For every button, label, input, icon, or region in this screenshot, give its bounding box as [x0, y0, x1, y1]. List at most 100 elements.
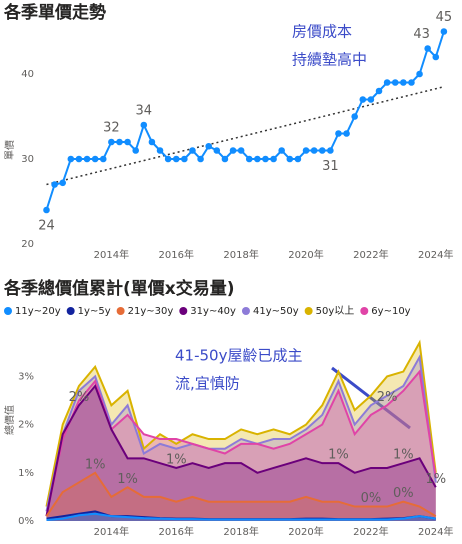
y-tick-label: 1%: [18, 468, 34, 479]
annotation: 持續墊高中: [292, 51, 367, 69]
legend-label: 6y~10y: [371, 306, 410, 317]
area-line: [45, 353, 437, 512]
point: [213, 147, 221, 154]
data-label: 43: [413, 27, 430, 42]
x-tick-label: 2022年: [353, 248, 388, 261]
x-tick-label: 2016年: [159, 525, 194, 538]
legend-label: 31y~40y: [190, 306, 236, 317]
legend-label: 21y~30y: [128, 306, 174, 317]
area-line: [46, 512, 436, 522]
y-axis-label: 總價值: [3, 405, 16, 435]
point: [189, 147, 196, 154]
data-label: 1%: [117, 472, 138, 487]
point: [43, 206, 50, 214]
data-label: 2%: [377, 390, 398, 405]
annotation: 房價成本: [292, 23, 352, 41]
x-tick-label: 2024年: [418, 525, 453, 538]
y-tick-label: 3%: [18, 371, 34, 382]
point: [302, 147, 310, 154]
point: [99, 155, 107, 163]
area-fill: [46, 472, 436, 521]
point: [310, 147, 318, 154]
point: [83, 155, 91, 163]
point: [424, 45, 431, 52]
data-label: 45: [436, 10, 453, 25]
y-tick-label: 40: [21, 69, 34, 80]
data-label: 1%: [328, 448, 349, 463]
area-line: [45, 339, 437, 507]
x-tick-label: 2020年: [288, 525, 323, 538]
chart-title: 各季單價走勢: [3, 2, 106, 23]
point: [262, 155, 269, 163]
point: [335, 130, 342, 137]
point: [432, 53, 440, 61]
y-tick-label: 20: [21, 239, 34, 250]
arrow-line: [331, 366, 411, 430]
x-tick-label: 2024年: [418, 248, 453, 261]
x-tick-label: 2018年: [223, 248, 258, 261]
x-tick-label: 2018年: [223, 525, 258, 538]
point: [294, 155, 302, 163]
point: [75, 155, 83, 163]
point: [375, 87, 383, 95]
area-fill: [46, 342, 436, 521]
area-fill: [46, 513, 436, 521]
data-label: 1%: [85, 457, 106, 472]
x-tick-label: 2014年: [94, 525, 129, 538]
point: [440, 28, 448, 35]
legend-label: 11y~20y: [15, 306, 61, 317]
point: [164, 155, 172, 163]
legend-marker: [4, 307, 12, 315]
legend-label: 1y~5y: [78, 306, 111, 317]
point: [91, 155, 99, 163]
legend-marker: [116, 307, 125, 315]
data-label: 2%: [69, 390, 90, 405]
annotation: 流,宜慎防: [175, 375, 240, 393]
point: [116, 138, 123, 146]
point: [270, 155, 277, 163]
point: [254, 155, 261, 163]
point: [286, 155, 294, 163]
area-line: [45, 471, 437, 518]
annotation: 41-50y屋齡已成主: [175, 347, 302, 365]
data-label: 0%: [393, 486, 414, 501]
areas: [45, 339, 437, 522]
data-label: 24: [38, 219, 55, 234]
data-label: 1%: [425, 472, 446, 487]
legend-label: 41y~50y: [253, 306, 299, 317]
point: [156, 147, 164, 154]
data-label: 0%: [361, 491, 382, 506]
legend-marker: [66, 307, 75, 315]
legend-label: 50y以上: [316, 305, 355, 317]
legend-marker: [179, 307, 188, 315]
point: [400, 79, 407, 86]
point: [51, 181, 58, 188]
point: [221, 155, 229, 163]
x-tick-label: 2016年: [159, 248, 194, 261]
data-label: 34: [136, 104, 153, 119]
point: [237, 147, 245, 154]
data-label: 1%: [166, 452, 187, 467]
point: [181, 155, 188, 163]
point: [172, 155, 180, 163]
point: [245, 155, 253, 163]
trend-line: [46, 86, 445, 186]
point: [278, 147, 285, 154]
y-tick-label: 0%: [18, 516, 34, 527]
point: [108, 138, 115, 146]
point: [205, 142, 212, 150]
data-label: 32: [103, 121, 120, 136]
point: [367, 96, 375, 103]
area-fill: [46, 386, 436, 521]
point: [124, 138, 131, 146]
data-label: 1%: [393, 448, 414, 463]
point: [416, 70, 423, 78]
data-label: 31: [322, 159, 339, 174]
point: [318, 147, 326, 154]
point: [343, 130, 350, 137]
chart-title: 各季總價值累計(單價x交易量): [3, 278, 235, 299]
area-fill: [46, 371, 436, 521]
point: [197, 155, 204, 163]
